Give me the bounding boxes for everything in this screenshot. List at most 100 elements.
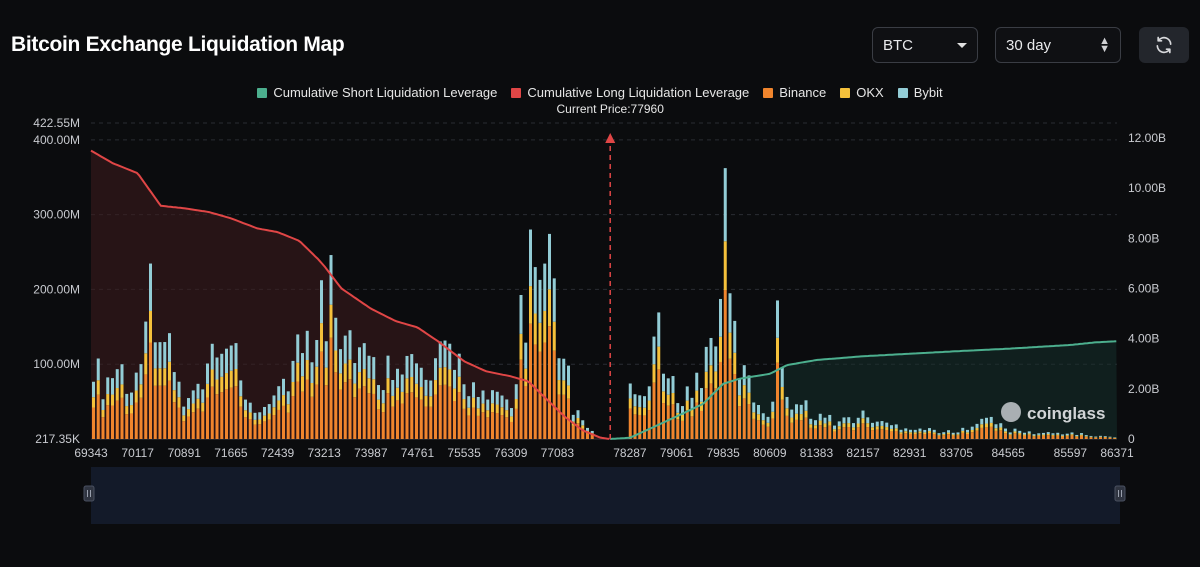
okx-bar-segment (533, 313, 537, 345)
okx-bar-segment (220, 376, 224, 393)
y-left-tick-label: 217.35K (35, 432, 80, 446)
bybit-bar-segment (695, 372, 699, 391)
x-tick-label: 83705 (940, 446, 974, 460)
bybit-bar-segment (529, 229, 532, 287)
bybit-bar-segment (652, 336, 656, 365)
binance-bar-segment (1018, 434, 1022, 439)
okx-bar-segment (871, 427, 874, 431)
bybit-bar-segment (163, 342, 167, 369)
okx-bar-segment (434, 380, 437, 395)
bybit-bar-segment (267, 404, 271, 414)
refresh-button[interactable] (1139, 27, 1189, 63)
okx-bar-segment (837, 426, 841, 430)
okx-bar-segment (481, 403, 485, 413)
binance-bar-segment (291, 396, 295, 439)
coin-select[interactable]: BTC (872, 27, 978, 63)
time-range-select[interactable]: 30 day ▲ ▼ (995, 27, 1121, 63)
binance-bar-segment (191, 412, 195, 439)
bybit-bar-segment (462, 384, 466, 400)
binance-bar-segment (814, 428, 817, 439)
okx-bar-segment (372, 379, 376, 394)
bybit-bar-segment (647, 386, 651, 401)
x-tick-label: 76309 (494, 446, 528, 460)
binance-bar-segment (429, 406, 433, 439)
okx-bar-segment (1032, 435, 1036, 437)
okx-bar-segment (272, 407, 276, 416)
binance-bar-segment (804, 417, 808, 439)
bybit-bar-segment (348, 330, 352, 360)
bybit-bar-segment (391, 379, 395, 396)
okx-bar-segment (681, 414, 684, 421)
okx-bar-segment (795, 413, 798, 420)
bybit-bar-segment (1032, 434, 1036, 436)
bybit-bar-segment (975, 423, 979, 428)
x-tick-label: 79835 (706, 446, 740, 460)
binance-bar-segment (353, 397, 357, 439)
binance-bar-segment (970, 432, 974, 439)
bybit-bar-segment (187, 398, 190, 410)
legend-item-long-leverage[interactable]: Cumulative Long Liquidation Leverage (511, 85, 749, 100)
binance-bar-segment (163, 385, 167, 439)
range-slider-right-handle[interactable] (1114, 485, 1126, 502)
bybit-bar-segment (111, 378, 114, 395)
binance-bar-segment (438, 385, 442, 439)
binance-bar-segment (386, 393, 390, 439)
binance-bar-segment (571, 425, 575, 439)
legend-item-okx[interactable]: OKX (840, 85, 884, 100)
binance-bar-segment (581, 428, 585, 439)
okx-bar-segment (453, 388, 456, 402)
bybit-bar-segment (225, 348, 228, 374)
legend-item-binance[interactable]: Binance (763, 85, 826, 100)
binance-bar-segment (894, 430, 898, 439)
binance-bar-segment (586, 432, 589, 439)
bybit-bar-segment (1084, 435, 1088, 437)
okx-bar-segment (761, 420, 765, 425)
binance-bar-segment (282, 405, 285, 439)
binance-bar-segment (381, 412, 385, 439)
okx-bar-segment (182, 415, 186, 422)
okx-bar-segment (994, 428, 998, 431)
okx-bar-segment (1084, 436, 1088, 437)
okx-bar-segment (462, 399, 466, 409)
binance-bar-segment (662, 403, 665, 439)
range-slider-left-handle[interactable] (83, 485, 95, 502)
bybit-bar-segment (928, 428, 931, 432)
okx-bar-segment (96, 380, 100, 395)
bybit-bar-segment (643, 396, 646, 408)
okx-bar-segment (771, 411, 775, 419)
bybit-bar-segment (358, 347, 361, 373)
x-tick-label: 79061 (660, 446, 694, 460)
binance-bar-segment (1023, 435, 1026, 439)
legend-label: Cumulative Long Liquidation Leverage (527, 85, 750, 100)
okx-bar-segment (391, 395, 395, 407)
binance-bar-segment (557, 394, 561, 439)
x-tick-label: 82157 (846, 446, 880, 460)
legend-item-short-leverage[interactable]: Cumulative Short Liquidation Leverage (257, 85, 497, 100)
okx-bar-segment (305, 360, 309, 380)
bybit-bar-segment (305, 330, 309, 361)
okx-bar-segment (253, 419, 257, 425)
bybit-bar-segment (1075, 434, 1079, 437)
bybit-bar-segment (980, 418, 984, 425)
okx-bar-segment (476, 408, 480, 416)
bybit-bar-segment (244, 399, 247, 411)
binance-bar-segment (785, 415, 789, 439)
okx-bar-segment (723, 241, 727, 291)
bybit-bar-segment (101, 399, 105, 410)
okx-bar-segment (714, 371, 718, 389)
binance-bar-segment (472, 407, 475, 439)
okx-bar-segment (904, 431, 908, 434)
okx-bar-segment (923, 432, 927, 435)
binance-bar-segment (533, 344, 537, 439)
binance-bar-segment (809, 427, 813, 439)
binance-bar-segment (101, 417, 105, 439)
bybit-bar-segment (134, 372, 138, 391)
okx-bar-segment (381, 403, 385, 413)
binance-bar-segment (1094, 437, 1098, 439)
range-slider-track (91, 467, 1120, 524)
okx-bar-segment (776, 337, 779, 363)
bybit-bar-segment (918, 428, 922, 432)
okx-bar-segment (552, 321, 556, 351)
okx-bar-segment (353, 383, 357, 398)
legend-item-bybit[interactable]: Bybit (897, 85, 943, 100)
